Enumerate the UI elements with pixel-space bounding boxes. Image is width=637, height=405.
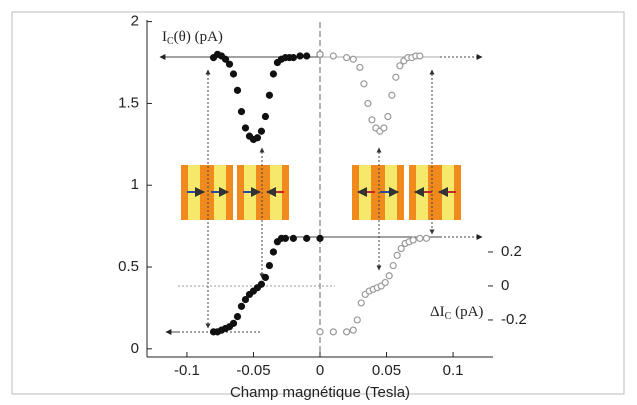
point [261, 273, 270, 282]
point [364, 99, 372, 108]
point [329, 328, 337, 336]
point [289, 234, 297, 242]
point [357, 299, 365, 307]
annotation: IC(θ) (pA) [162, 29, 223, 47]
point [229, 319, 238, 327]
pictograms [181, 165, 461, 220]
point [241, 295, 250, 304]
y-tick-label: 0 [131, 340, 139, 357]
x-tick-label: -0.1 [174, 362, 200, 379]
point [316, 328, 324, 336]
point [343, 328, 351, 336]
point [257, 280, 266, 288]
point [343, 54, 351, 62]
point [397, 244, 405, 253]
point [316, 234, 324, 242]
point [396, 62, 404, 70]
point [389, 261, 397, 270]
point [296, 52, 304, 60]
point [381, 278, 389, 287]
point [269, 248, 278, 256]
point [265, 261, 274, 270]
point [368, 116, 376, 124]
y-tick-label: 0.5 [118, 258, 139, 275]
point [384, 112, 392, 121]
x-tick-label: 0.1 [443, 362, 464, 379]
point [261, 112, 270, 121]
point [303, 234, 311, 242]
point [329, 52, 337, 60]
point [269, 70, 278, 78]
frame [11, 11, 625, 395]
point [253, 134, 262, 142]
point [380, 124, 388, 132]
point [237, 108, 246, 116]
annotation: ΔIC (pA) [430, 304, 483, 322]
point [353, 316, 361, 324]
point [281, 234, 289, 242]
point [237, 302, 246, 310]
point [393, 251, 401, 259]
point [229, 70, 238, 78]
y-tick-label: 1 [131, 176, 139, 193]
x-axis-label: Champ magnétique (Tesla) [230, 384, 410, 401]
point [303, 52, 311, 60]
point [349, 326, 357, 334]
point [360, 80, 368, 88]
x-tick-label: 0.05 [372, 362, 401, 379]
point [316, 50, 324, 58]
point [349, 55, 357, 63]
point [392, 73, 400, 81]
point [388, 91, 396, 99]
point [356, 63, 364, 72]
point [241, 124, 250, 132]
point [233, 86, 242, 94]
point [257, 127, 266, 135]
point [225, 60, 234, 68]
point [289, 54, 297, 62]
y2-tick-label: 0.2 [501, 243, 522, 260]
point [265, 91, 274, 99]
y2-tick-label: -0.2 [501, 311, 527, 328]
x-tick-label: 0 [316, 362, 324, 379]
point [221, 55, 230, 63]
y-tick-label: 2 [131, 13, 139, 30]
point [416, 234, 424, 242]
point [233, 312, 242, 321]
point [422, 234, 431, 242]
point [409, 236, 417, 244]
x-tick-label: -0.05 [236, 362, 270, 379]
y-tick-label: 1.5 [118, 94, 139, 111]
point [385, 272, 393, 280]
y2-tick-label: 0 [501, 277, 509, 294]
point [416, 52, 424, 60]
